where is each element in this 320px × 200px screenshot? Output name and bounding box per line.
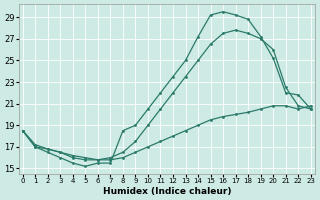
X-axis label: Humidex (Indice chaleur): Humidex (Indice chaleur) [102,187,231,196]
